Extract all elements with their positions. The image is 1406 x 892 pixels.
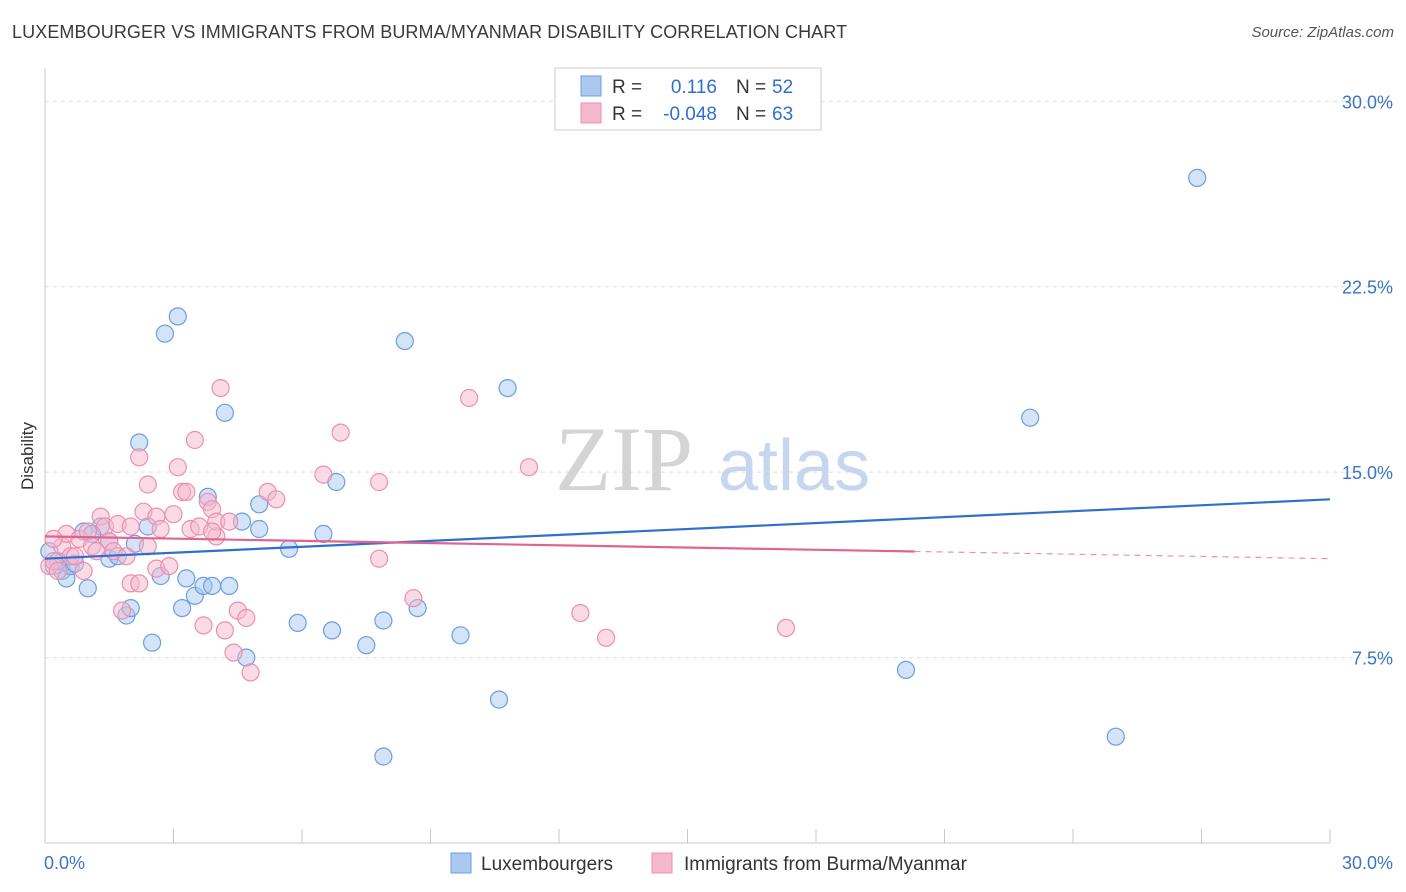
luxembourger-point xyxy=(374,747,393,766)
burma-immigrant-point xyxy=(138,537,157,556)
burma-immigrant-point xyxy=(48,561,68,581)
burma-immigrant-point xyxy=(168,458,187,477)
stats-legend-swatch-blue xyxy=(580,75,602,97)
y-axis-label: Disability xyxy=(18,421,37,490)
stats-legend-r-value: -0.048 xyxy=(663,104,717,125)
burma-immigrant-point xyxy=(44,529,63,549)
burma-immigrant-point xyxy=(571,603,590,623)
luxembourger-point xyxy=(1188,168,1207,187)
burma-immigrant-point xyxy=(220,512,239,531)
gridlines xyxy=(45,100,1392,659)
burma-immigrant-point xyxy=(596,628,616,647)
luxembourger-point xyxy=(288,613,307,633)
luxembourger-point xyxy=(489,690,509,709)
burma-immigrant-point xyxy=(164,505,183,524)
burma-immigrant-point xyxy=(203,522,222,541)
y-tick-labels: 7.5% 15.0% 22.5% 30.0% xyxy=(1342,92,1393,668)
luxembourger-point xyxy=(220,576,239,596)
burma-immigrant-point xyxy=(74,561,93,581)
burma-immigrant-point xyxy=(314,465,333,484)
watermark-zip: ZIP xyxy=(555,408,693,510)
trend-line-extension xyxy=(914,550,1331,560)
x-tick-label: 0.0% xyxy=(44,853,85,873)
luxembourger-point xyxy=(314,524,333,544)
luxembourger-point xyxy=(250,519,269,539)
burma-immigrant-point xyxy=(160,556,179,576)
luxembourger-point xyxy=(357,636,376,655)
x-tick-label: 30.0% xyxy=(1342,853,1393,873)
burma-immigrant-point xyxy=(185,430,204,450)
burma-immigrant-point xyxy=(112,601,132,620)
stats-legend: R = 0.116 N = 52 R = -0.048 N = 63 xyxy=(554,67,822,131)
luxembourger-point xyxy=(322,621,342,640)
x-tick-labels: 0.0% 30.0% xyxy=(44,853,1393,873)
burma-immigrant-point xyxy=(237,608,256,628)
burma-immigrant-point xyxy=(776,618,796,638)
y-tick-label: 7.5% xyxy=(1352,649,1393,669)
luxembourger-point xyxy=(1106,727,1125,746)
burma-immigrant-point xyxy=(151,519,170,539)
luxembourger-point xyxy=(78,579,97,598)
stats-legend-r-label: R = xyxy=(612,104,642,125)
stats-legend-r-value: 0.116 xyxy=(671,77,717,98)
trend-lines xyxy=(44,498,1331,560)
burma-immigrant-point xyxy=(130,574,149,593)
burma-immigrant-point xyxy=(211,379,230,398)
chart-title: LUXEMBOURGER VS IMMIGRANTS FROM BURMA/MY… xyxy=(12,22,848,42)
luxembourger-point xyxy=(374,611,393,630)
burma-immigrant-point xyxy=(460,388,479,408)
series-legend-swatch-blue xyxy=(450,852,472,874)
y-tick-label: 22.5% xyxy=(1342,278,1393,298)
trend-line xyxy=(44,535,915,553)
burma-immigrant-point xyxy=(194,616,213,635)
luxembourger-point xyxy=(215,403,234,422)
burma-immigrant-point xyxy=(370,472,389,492)
luxembourger-point xyxy=(203,576,222,596)
luxembourger-point xyxy=(1021,408,1040,427)
watermark: ZIP atlas xyxy=(555,408,870,510)
burma-immigrant-point xyxy=(224,643,243,662)
stats-legend-n-value: 63 xyxy=(772,104,793,125)
trend-line xyxy=(44,498,1331,560)
luxembourger-point xyxy=(177,569,196,588)
luxembourger-point xyxy=(173,598,192,618)
burma-immigrant-point xyxy=(519,458,539,477)
burma-immigrant-point xyxy=(370,549,389,568)
series-legend-label: Immigrants from Burma/Myanmar xyxy=(684,854,968,875)
luxembourger-point xyxy=(168,307,187,326)
stats-legend-r-label: R = xyxy=(612,77,642,98)
stats-legend-n-label: N = xyxy=(736,77,766,98)
luxembourger-point xyxy=(395,332,414,351)
burma-immigrant-point xyxy=(404,589,423,608)
burma-immigrant-point xyxy=(267,490,286,509)
source-credit: Source: ZipAtlas.com xyxy=(1251,24,1394,41)
y-tick-label: 30.0% xyxy=(1342,92,1393,112)
series-legend-swatch-pink xyxy=(651,852,673,874)
y-tick-label: 15.0% xyxy=(1342,463,1393,483)
burma-immigrant-point xyxy=(177,482,196,501)
stats-legend-n-value: 52 xyxy=(772,77,793,98)
stats-legend-swatch-pink xyxy=(580,102,602,124)
burma-immigrant-point xyxy=(138,475,157,494)
luxembourger-point xyxy=(155,324,174,343)
luxembourger-point xyxy=(451,626,470,645)
burma-immigrant-point xyxy=(121,517,140,536)
burma-immigrant-point xyxy=(130,448,149,467)
luxembourger-point xyxy=(280,539,299,558)
x-axis-ticks xyxy=(44,829,1331,843)
luxembourger-point xyxy=(250,495,269,514)
luxembourger-point xyxy=(896,660,916,680)
burma-immigrant-point xyxy=(215,621,234,640)
luxembourger-point xyxy=(143,633,162,652)
series-legend-label: Luxembourgers xyxy=(481,854,613,875)
series-legend: Luxembourgers Immigrants from Burma/Myan… xyxy=(450,852,968,875)
burma-immigrant-point xyxy=(241,663,260,682)
luxembourger-point xyxy=(498,379,517,398)
watermark-atlas: atlas xyxy=(718,426,870,506)
stats-legend-n-label: N = xyxy=(736,104,766,125)
burma-immigrant-point xyxy=(331,423,350,442)
